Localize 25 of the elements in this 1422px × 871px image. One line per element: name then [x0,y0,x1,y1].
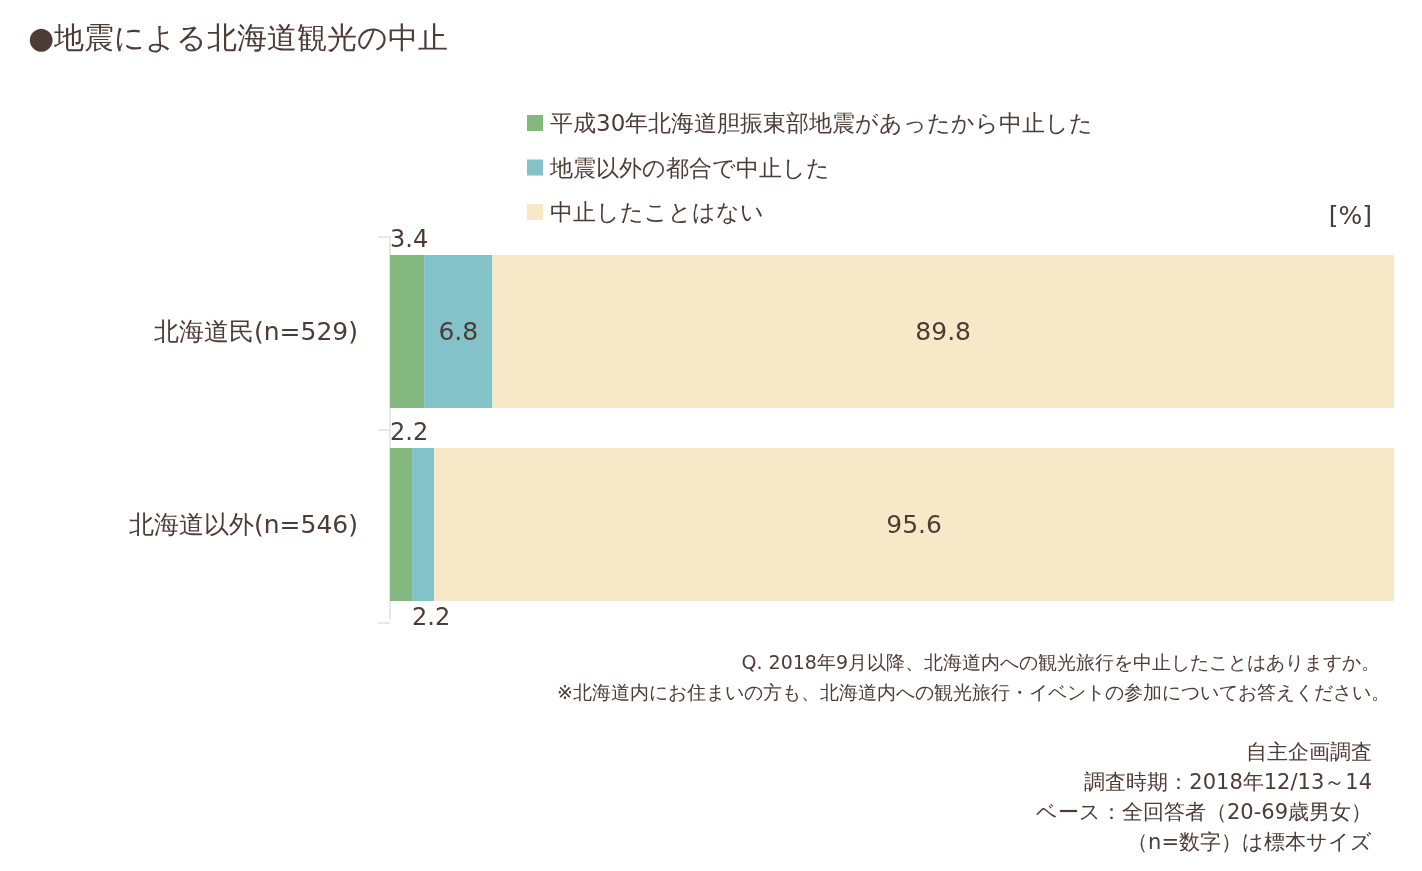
legend-label: 平成30年北海道胆振東部地震があったから中止した [550,110,1094,136]
text: ※北海道内にお住まいの方も、北海道内への観光旅行・イベントの参加についてお答えください。 [557,681,1390,703]
chart-title: ●地震による北海道観光の中止 [28,19,449,55]
data-label: 2.2 [390,418,429,446]
data-label: 2.2 [412,603,451,631]
text: [%] [1328,200,1372,230]
bar [412,448,435,601]
bar [424,255,493,408]
legend-label: 中止したことはない [550,199,764,225]
data-label: 6.8 [438,317,479,346]
bar [434,448,1394,601]
y-tick-label: 北海道民(n=529) [153,317,358,346]
data-label: 3.4 [390,225,429,253]
y-tick-label: 北海道以外(n=546) [128,510,358,539]
data-label: 89.8 [915,317,972,346]
legend-label: 地震以外の都合で中止した [549,154,830,181]
bar [492,255,1394,408]
text: ベース：全回答者（20-69歳男女） [1035,800,1372,824]
text: （n=数字）は標本サイズ [1127,830,1372,854]
data-label: 95.6 [886,510,942,539]
text: 調査時期：2018年12/13～14 [1084,770,1372,794]
text: Q. 2018年9月以降、北海道内への観光旅行を中止したことはありますか。 [741,651,1380,673]
bar [390,255,425,408]
bar [390,448,413,601]
text: 自主企画調査 [1246,740,1372,764]
